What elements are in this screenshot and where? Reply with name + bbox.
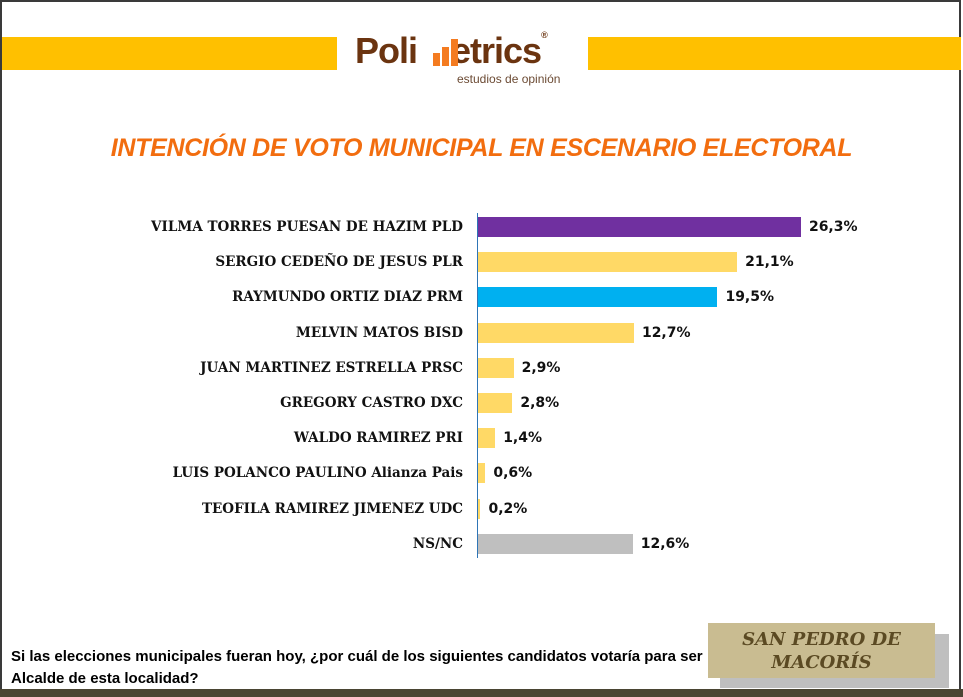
survey-question: Si las elecciones municipales fueran hoy… [11, 648, 703, 687]
category-label: TEOFILA RAMIREZ JIMENEZ UDC [201, 500, 463, 517]
bar [478, 498, 481, 519]
location-line-2: MACORÍS [771, 651, 872, 673]
y-axis-line [477, 213, 478, 558]
chart-row: TEOFILA RAMIREZ JIMENEZ UDC 0,2% [0, 498, 963, 519]
bar [478, 322, 634, 343]
polimetrics-logo: Poli etrics® estudios de opinión [355, 30, 580, 90]
category-label: WALDO RAMIREZ PRI [293, 430, 463, 447]
chart-title: INTENCIÓN DE VOTO MUNICIPAL EN ESCENARIO… [110, 134, 853, 162]
header-band-left [2, 37, 337, 70]
bar [478, 428, 496, 449]
category-label: VILMA TORRES PUESAN DE HAZIM PLD [151, 219, 463, 235]
location-line-1: SAN PEDRO DE [742, 628, 901, 650]
bar [478, 217, 801, 237]
value-label: 0,2% [488, 500, 528, 517]
category-label: RAYMUNDO ORTIZ DIAZ PRM [232, 289, 463, 306]
value-label: 0,6% [493, 465, 533, 482]
bar [478, 393, 513, 413]
bar-chart: VILMA TORRES PUESAN DE HAZIM PLD 26,3% SER… [0, 210, 963, 562]
chart-row: SERGIO CEDEÑO DE JESUS PLR 21,1% [0, 252, 963, 273]
bar [478, 463, 486, 484]
value-label: 12,7% [641, 324, 691, 341]
header-band-right [588, 37, 961, 70]
chart-row: NS/NC 12,6% [0, 533, 963, 554]
category-label: GREGORY CASTRO DXC [280, 395, 463, 411]
value-label: 2,8% [520, 395, 560, 411]
category-label: SERGIO CEDEÑO DE JESUS PLR [215, 254, 463, 271]
chart-row: JUAN MARTINEZ ESTRELLA PRSC 2,9% [0, 357, 963, 378]
logo-wordmark: Poli etrics® [355, 30, 548, 71]
bar-chart-icon [433, 39, 467, 66]
chart-row: MELVIN MATOS BISD 12,7% [0, 322, 963, 343]
chart-row: VILMA TORRES PUESAN DE HAZIM PLD 26,3% [0, 217, 963, 237]
category-label: NS/NC [412, 535, 463, 552]
bar [478, 357, 514, 378]
bar [478, 287, 718, 308]
chart-row: LUIS POLANCO PAULINO Alianza Pais 0,6% [0, 463, 963, 484]
category-label: JUAN MARTINEZ ESTRELLA PRSC [200, 359, 463, 376]
value-label: 21,1% [745, 254, 794, 271]
bar [478, 252, 738, 273]
logo-tagline: estudios de opinión [457, 72, 561, 86]
bar [478, 533, 633, 554]
location-badge: SAN PEDRO DE MACORÍS [708, 623, 935, 678]
value-label: 1,4% [503, 430, 543, 447]
value-label: 2,9% [521, 359, 561, 376]
value-label: 12,6% [640, 535, 690, 552]
value-label: 19,5% [725, 289, 775, 306]
bottom-strip [0, 689, 963, 697]
chart-row: RAYMUNDO ORTIZ DIAZ PRM 19,5% [0, 287, 963, 308]
chart-row: GREGORY CASTRO DXC 2,8% [0, 393, 963, 413]
category-label: MELVIN MATOS BISD [295, 324, 463, 341]
value-label: 26,3% [808, 219, 858, 235]
chart-row: WALDO RAMIREZ PRI 1,4% [0, 428, 963, 449]
category-label: LUIS POLANCO PAULINO Alianza Pais [172, 465, 463, 482]
